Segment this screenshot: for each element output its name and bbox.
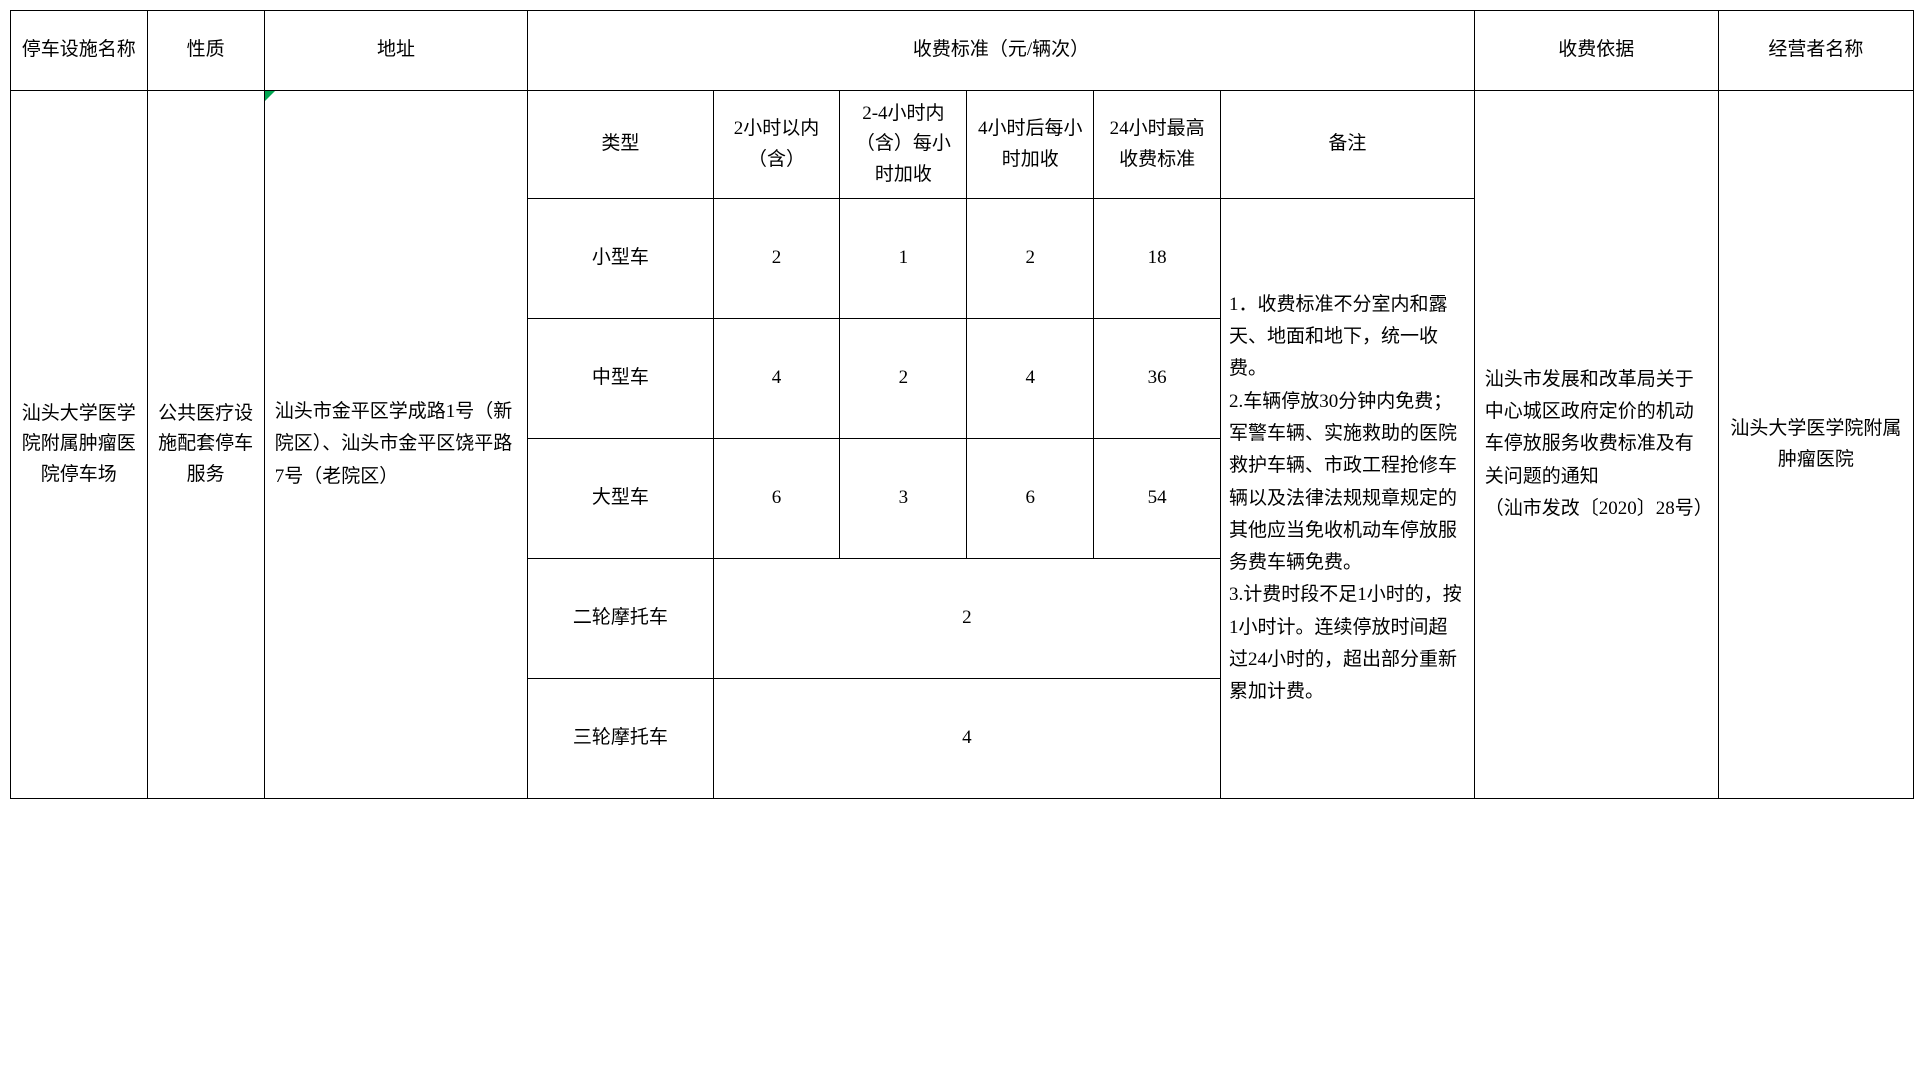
cell-address: 汕头市金平区学成路1号（新院区）、汕头市金平区饶平路7号（老院区） (264, 91, 527, 799)
cell-operator: 汕头大学医学院附属肿瘤医院 (1718, 91, 1913, 799)
cell-remarks: 1．收费标准不分室内和露天、地面和地下，统一收费。2.车辆停放30分钟内免费；军… (1221, 199, 1475, 799)
subheader-remark: 备注 (1221, 91, 1475, 199)
subheader-within-2h: 2小时以内（含） (713, 91, 840, 199)
cell-nature: 公共医疗设施配套停车服务 (147, 91, 264, 799)
two-wheel-fee: 2 (713, 559, 1220, 679)
subheader-row: 汕头大学医学院附属肿瘤医院停车场 公共医疗设施配套停车服务 汕头市金平区学成路1… (11, 91, 1914, 199)
medium-2-4h: 2 (840, 319, 967, 439)
address-text: 汕头市金平区学成路1号（新院区）、汕头市金平区饶平路7号（老院区） (275, 401, 513, 487)
medium-after-4h: 4 (967, 319, 1094, 439)
small-label: 小型车 (528, 199, 713, 319)
cell-fee-basis: 汕头市发展和改革局关于中心城区政府定价的机动车停放服务收费标准及有关问题的通知（… (1474, 91, 1718, 799)
subheader-after-4h: 4小时后每小时加收 (967, 91, 1094, 199)
medium-label: 中型车 (528, 319, 713, 439)
subheader-2-4h: 2-4小时内（含）每小时加收 (840, 91, 967, 199)
header-facility-name: 停车设施名称 (11, 11, 148, 91)
small-after-4h: 2 (967, 199, 1094, 319)
medium-within-2h: 4 (713, 319, 840, 439)
small-2-4h: 1 (840, 199, 967, 319)
three-wheel-label: 三轮摩托车 (528, 679, 713, 799)
cell-marker-icon (265, 91, 275, 101)
cell-facility-name: 汕头大学医学院附属肿瘤医院停车场 (11, 91, 148, 799)
header-row: 停车设施名称 性质 地址 收费标准（元/辆次） 收费依据 经营者名称 (11, 11, 1914, 91)
header-address: 地址 (264, 11, 527, 91)
small-max-24h: 18 (1094, 199, 1221, 319)
subheader-max-24h: 24小时最高收费标准 (1094, 91, 1221, 199)
header-fee-standard: 收费标准（元/辆次） (528, 11, 1475, 91)
large-max-24h: 54 (1094, 439, 1221, 559)
three-wheel-fee: 4 (713, 679, 1220, 799)
small-within-2h: 2 (713, 199, 840, 319)
large-within-2h: 6 (713, 439, 840, 559)
header-fee-basis: 收费依据 (1474, 11, 1718, 91)
two-wheel-label: 二轮摩托车 (528, 559, 713, 679)
large-after-4h: 6 (967, 439, 1094, 559)
parking-fee-table: 停车设施名称 性质 地址 收费标准（元/辆次） 收费依据 经营者名称 汕头大学医… (10, 10, 1914, 799)
medium-max-24h: 36 (1094, 319, 1221, 439)
large-2-4h: 3 (840, 439, 967, 559)
large-label: 大型车 (528, 439, 713, 559)
header-operator: 经营者名称 (1718, 11, 1913, 91)
header-nature: 性质 (147, 11, 264, 91)
subheader-type: 类型 (528, 91, 713, 199)
